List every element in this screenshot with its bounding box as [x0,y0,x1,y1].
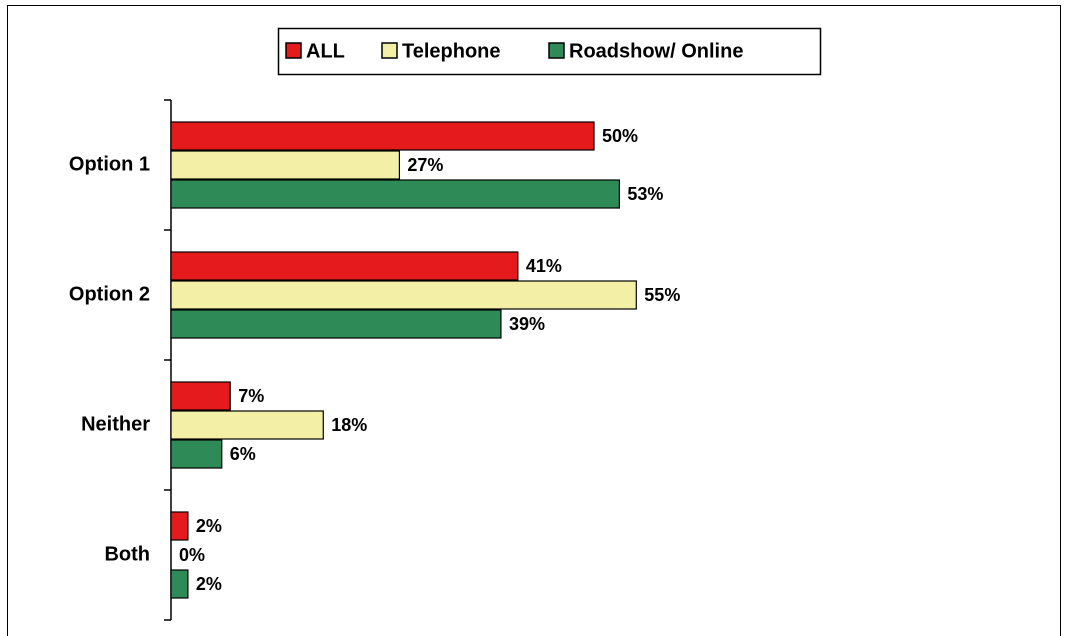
data-label: 39% [509,314,545,334]
bar [170,410,324,440]
bar [170,251,519,281]
legend-swatch [285,42,302,59]
category-label: Neither [81,413,150,435]
legend-swatch [548,42,565,59]
category-label: Option 1 [69,153,150,175]
legend-label: Telephone [402,40,501,62]
data-label: 55% [644,285,680,305]
legend-label: ALL [306,40,345,62]
legend-label: Roadshow/ Online [569,40,743,62]
bar [170,439,223,469]
data-label: 2% [196,516,222,536]
data-label: 7% [238,386,264,406]
category-label: Both [104,543,150,565]
data-label: 50% [602,126,638,146]
data-label: 2% [196,574,222,594]
category-label: Option 2 [69,283,150,305]
data-label: 0% [179,545,205,565]
data-label: 18% [331,415,367,435]
bar [170,511,189,541]
bar [170,150,401,180]
bar [170,121,595,151]
bar [170,569,189,599]
bar [170,179,620,209]
bar [170,309,502,339]
bar [170,381,231,411]
data-label: 41% [526,256,562,276]
data-label: 27% [407,155,443,175]
data-label: 6% [230,444,256,464]
legend-swatch [381,42,398,59]
data-label: 53% [627,184,663,204]
bar [170,280,637,310]
